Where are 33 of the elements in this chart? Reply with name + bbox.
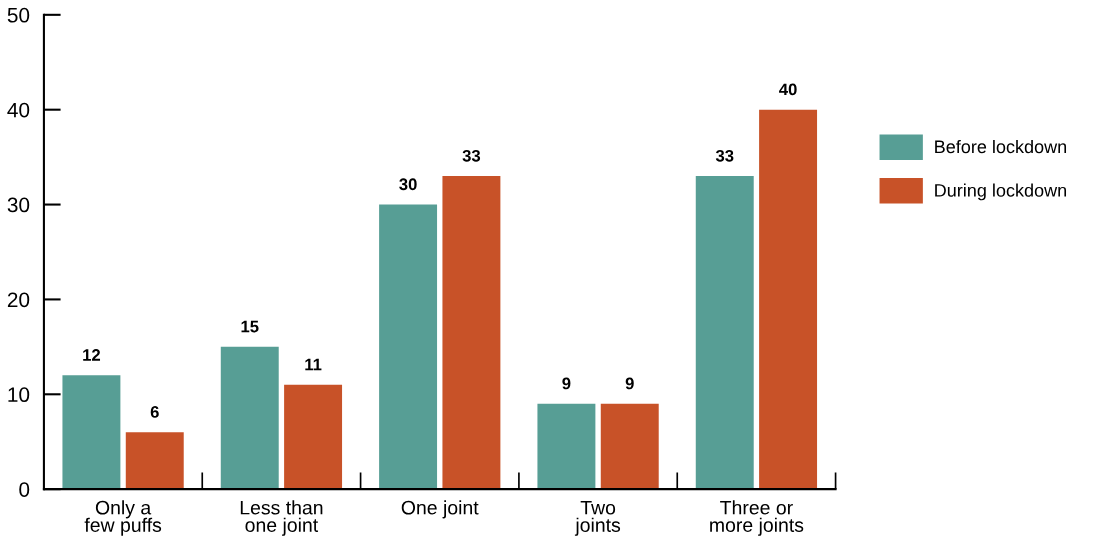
x-tick-label: Three or more joints [710, 500, 804, 536]
y-tick-label: 0 [19, 482, 30, 497]
x-tick-label: Less than one joint [240, 500, 323, 536]
y-tick-label: 50 [7, 7, 30, 23]
bar [220, 346, 279, 490]
y-tick-label: 10 [8, 387, 30, 403]
bar [442, 176, 501, 490]
data-label: 9 [625, 377, 634, 390]
data-label: 6 [150, 406, 159, 418]
bar [537, 403, 596, 490]
x-tick-label: Only a few puffs [84, 500, 162, 536]
x-tick-label: One joint [401, 500, 479, 519]
data-label: 33 [462, 149, 481, 162]
data-label: 33 [715, 149, 734, 162]
bar [379, 204, 438, 490]
data-label: 40 [779, 83, 797, 96]
data-label: 15 [241, 320, 259, 333]
data-label: 30 [399, 178, 417, 191]
legend-label: Before lockdown [935, 139, 1067, 154]
bar [125, 432, 184, 490]
data-label: 11 [305, 358, 322, 371]
bar [284, 384, 343, 490]
x-tick-label: Two joints [574, 500, 621, 536]
bar [62, 375, 121, 490]
bar [600, 403, 659, 490]
data-label: 9 [562, 377, 571, 390]
y-tick-label: 40 [7, 102, 30, 118]
data-label: 12 [83, 349, 101, 361]
y-tick-label: 20 [7, 292, 30, 308]
legend-label: During lockdown [935, 183, 1067, 201]
bar [759, 109, 818, 490]
bar [695, 176, 754, 490]
y-tick-label: 30 [7, 197, 30, 213]
